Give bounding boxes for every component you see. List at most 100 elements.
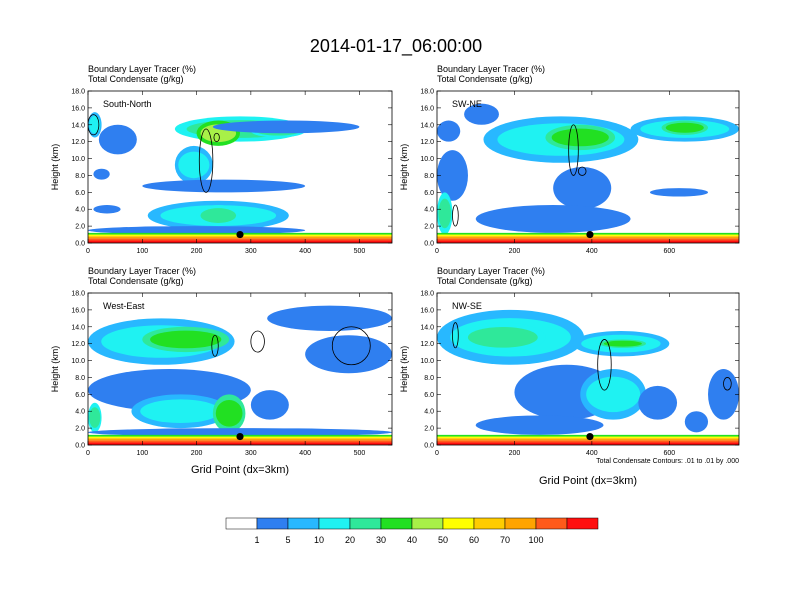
tracer-region <box>649 188 709 197</box>
y-tick-label: 0.0 <box>75 443 85 450</box>
y-tick-label: 8.0 <box>424 375 434 382</box>
tracer-fill-layer <box>437 103 739 243</box>
y-tick-label: 8.0 <box>75 173 85 180</box>
colorbar-swatch <box>380 517 413 530</box>
tracer-region <box>250 390 289 420</box>
condensate-contour <box>198 128 214 193</box>
y-tick-label: 6.0 <box>424 190 434 197</box>
y-tick-label: 4.0 <box>75 207 85 214</box>
plot-frame <box>436 292 740 446</box>
condensate-contour <box>577 166 587 176</box>
site-marker <box>236 432 244 441</box>
y-tick-label: 12.0 <box>420 139 434 146</box>
x-tick-label: 200 <box>509 450 521 457</box>
tracer-region-core <box>140 399 221 424</box>
y-tick-label: 10.0 <box>71 358 85 365</box>
y-tick-label: 10.0 <box>420 156 434 163</box>
plot-frame <box>436 90 740 244</box>
site-marker <box>236 230 244 239</box>
x-axis-label-right: Grid Point (dx=3km) <box>539 475 637 487</box>
x-tick-label: 600 <box>663 248 675 255</box>
tracer-region-core <box>150 330 222 349</box>
colorbar-swatch <box>535 517 568 530</box>
y-tick-label: 8.0 <box>424 173 434 180</box>
figure-title: 2014-01-17_06:00:00 <box>310 36 482 57</box>
tracer-region <box>305 335 392 374</box>
x-tick-label: 500 <box>354 248 366 255</box>
condensate-contour <box>452 322 459 349</box>
colorbar-swatch <box>318 517 351 530</box>
boundary-layer-band <box>437 442 739 445</box>
x-axis-label-left: Grid Point (dx=3km) <box>191 464 289 476</box>
y-tick-label: 18.0 <box>420 291 434 298</box>
panel-label: West-East <box>103 301 145 311</box>
boundary-layer-band <box>88 440 392 443</box>
colorbar-swatch <box>504 517 537 530</box>
y-tick-label: 18.0 <box>71 291 85 298</box>
y-tick-label: 10.0 <box>420 358 434 365</box>
y-tick-label: 12.0 <box>71 139 85 146</box>
tracer-region <box>708 369 739 420</box>
y-tick-label: 0.0 <box>75 241 85 248</box>
y-tick-label: 4.0 <box>424 207 434 214</box>
y-tick-label: 12.0 <box>420 341 434 348</box>
panel-label: SW-NE <box>452 99 482 109</box>
x-tick-label: 400 <box>299 248 311 255</box>
tracer-region <box>437 150 468 201</box>
y-tick-label: 14.0 <box>420 324 434 331</box>
y-axis-label: Height (km) <box>399 144 409 191</box>
panel-subtitle-tracer: Boundary Layer Tracer (%) <box>88 64 196 74</box>
x-tick-label: 200 <box>191 248 203 255</box>
x-tick-label: 600 <box>663 450 675 457</box>
x-tick-label: 300 <box>245 450 257 457</box>
condensate-contour <box>568 124 579 176</box>
tracer-region <box>93 205 121 214</box>
x-tick-label: 200 <box>191 450 203 457</box>
panel-subtitle-tracer: Boundary Layer Tracer (%) <box>437 64 545 74</box>
panel-label: South-North <box>103 99 152 109</box>
colorbar-swatch <box>287 517 320 530</box>
site-marker <box>586 230 594 239</box>
y-tick-label: 14.0 <box>420 122 434 129</box>
contour-footnote: Total Condensate Contours: .01 to .01 by… <box>596 458 739 465</box>
y-tick-label: 8.0 <box>75 375 85 382</box>
x-tick-label: 400 <box>299 450 311 457</box>
colorbar-label: 40 <box>407 535 417 545</box>
panel-1: Boundary Layer Tracer (%)Total Condensat… <box>399 64 740 255</box>
y-tick-label: 0.0 <box>424 443 434 450</box>
colorbar-label: 60 <box>469 535 479 545</box>
x-tick-label: 300 <box>245 248 257 255</box>
y-axis-label: Height (km) <box>50 144 60 191</box>
colorbar-swatch <box>349 517 382 530</box>
y-tick-label: 2.0 <box>424 224 434 231</box>
plot-frame <box>87 292 393 446</box>
tracer-region-core <box>603 340 642 347</box>
colorbar-swatch <box>473 517 506 530</box>
y-tick-label: 6.0 <box>424 392 434 399</box>
y-tick-label: 16.0 <box>420 307 434 314</box>
tracer-region <box>464 103 499 125</box>
condensate-contour <box>723 377 732 391</box>
y-tick-label: 2.0 <box>75 426 85 433</box>
tracer-region <box>684 411 709 433</box>
tracer-region-core <box>438 198 452 229</box>
x-tick-label: 0 <box>86 248 90 255</box>
colorbar-label: 70 <box>500 535 510 545</box>
colorbar: 1 5 10 20 30 40 50 60 70 100 <box>225 517 599 545</box>
tracer-region-core <box>89 115 101 134</box>
x-tick-label: 0 <box>435 450 439 457</box>
y-axis-label: Height (km) <box>50 346 60 393</box>
condensate-contour <box>452 204 459 227</box>
y-tick-label: 6.0 <box>75 392 85 399</box>
tracer-fill-layer <box>437 309 739 445</box>
y-tick-label: 6.0 <box>75 190 85 197</box>
tracer-region <box>553 167 612 210</box>
colorbar-swatch <box>225 517 258 530</box>
y-tick-label: 14.0 <box>71 122 85 129</box>
tracer-region <box>98 124 137 155</box>
panel-3: Boundary Layer Tracer (%)Total Condensat… <box>399 266 740 457</box>
colorbar-label: 20 <box>345 535 355 545</box>
y-tick-label: 4.0 <box>424 409 434 416</box>
y-axis-label: Height (km) <box>399 346 409 393</box>
x-tick-label: 500 <box>354 450 366 457</box>
